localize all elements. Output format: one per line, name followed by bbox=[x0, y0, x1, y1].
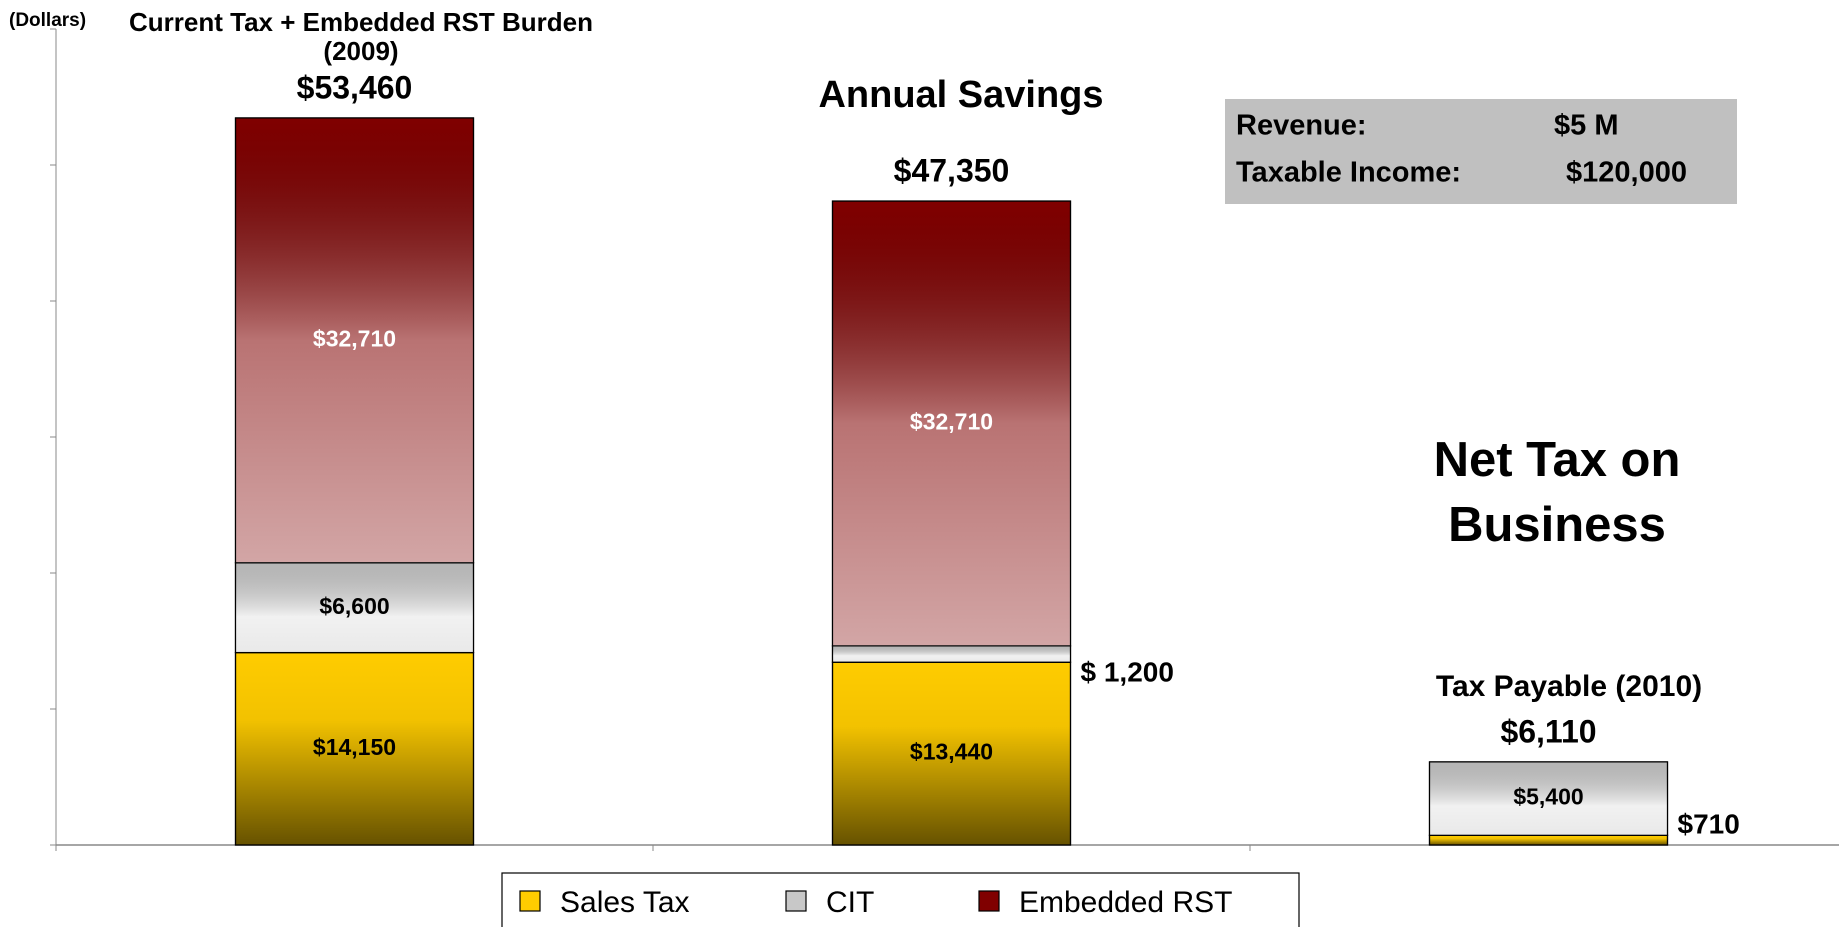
bar-shading bbox=[234, 651, 475, 846]
bar-shading bbox=[234, 562, 475, 654]
bar-shading bbox=[831, 200, 1072, 647]
info-value: $120,000 bbox=[1566, 157, 1687, 189]
value-label: $5,400 bbox=[1513, 784, 1583, 810]
category-title: Annual Savings bbox=[818, 74, 1104, 116]
info-label: Taxable Income: bbox=[1236, 157, 1461, 189]
total-label: $53,460 bbox=[297, 69, 413, 105]
total-label: $6,110 bbox=[1500, 713, 1596, 749]
legend-label: Sales Tax bbox=[560, 886, 690, 919]
info-value: $5 M bbox=[1554, 110, 1618, 142]
info-box bbox=[1225, 99, 1737, 204]
value-label: $13,440 bbox=[910, 739, 993, 765]
bar-shading bbox=[831, 661, 1072, 846]
legend-swatch bbox=[978, 890, 1000, 912]
value-label: $32,710 bbox=[910, 409, 993, 435]
annotation: Business bbox=[1448, 498, 1666, 552]
legend-box bbox=[501, 872, 1300, 927]
value-label: $710 bbox=[1678, 809, 1740, 840]
legend-label: Embedded RST bbox=[1019, 886, 1232, 919]
value-label: $ 1,200 bbox=[1081, 656, 1174, 687]
legend-label: CIT bbox=[826, 886, 874, 919]
bar-shading bbox=[1428, 834, 1669, 846]
legend-swatch bbox=[785, 890, 807, 912]
bar-shading bbox=[831, 645, 1072, 663]
annotation: Net Tax on bbox=[1434, 433, 1681, 487]
legend-swatch bbox=[519, 890, 541, 912]
bar-shading bbox=[1428, 761, 1669, 836]
bar-shading bbox=[234, 117, 475, 564]
value-label: $14,150 bbox=[313, 734, 396, 760]
y-axis-label: (Dollars) bbox=[9, 10, 86, 31]
category-title: Tax Payable (2010) bbox=[1435, 670, 1703, 703]
info-label: Revenue: bbox=[1236, 110, 1367, 142]
total-label: $47,350 bbox=[894, 152, 1010, 188]
category-title: Current Tax + Embedded RST Burden (2009) bbox=[129, 7, 593, 66]
value-label: $6,600 bbox=[319, 593, 389, 619]
value-label: $32,710 bbox=[313, 325, 396, 351]
